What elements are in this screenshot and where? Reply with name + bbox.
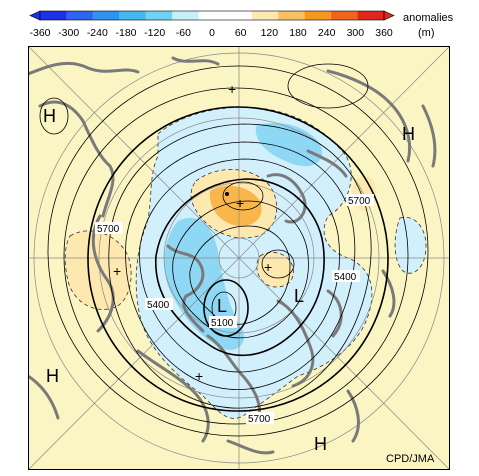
coastlines [28,56,437,455]
color-bar-segment [251,11,279,20]
color-bar-segment [225,11,252,20]
color-bar-tick-label: -360 [29,27,50,39]
legend-unit: (m) [418,27,435,39]
color-bar-segment [331,11,358,20]
map-frame [28,46,450,470]
legend-title: anomalies [403,12,454,24]
color-bar-tick-label: -180 [115,27,136,39]
contour-label-5700-west: 5700 [97,224,120,235]
contour-label-5400-south: 5400 [147,300,170,311]
high-marker-southwest: H [46,366,59,386]
pressure-marks: H H H H L L [43,106,415,454]
color-bar-tick-label: -60 [176,27,191,39]
high-marker-south: H [314,434,327,454]
color-bar-tick-labels: -360 -300 -240 -180 -120 -60 0 60 120 180 240 300 36… [29,27,392,39]
contour-label-5700-bottom: 5700 [248,414,271,425]
color-bar-segment [92,11,120,20]
color-bar-tick-label: 300 [347,27,365,39]
color-bar-border [39,10,385,21]
color-bar-segment [119,11,146,20]
color-bar-segment [278,11,305,20]
color-bar-tick-label: 120 [261,27,279,39]
color-bar-segment [198,11,226,20]
color-bar-tick-label: 240 [318,27,336,39]
anomaly-color-bar: -360 -300 -240 -180 -120 -60 0 60 120 180 240 300 36… [29,10,454,39]
negative-east-region [394,216,427,274]
plus-marker: + [195,368,203,384]
low-marker-east: L [294,286,304,306]
plus-marker: + [264,259,272,275]
color-bar-right-arrow [383,10,395,21]
color-bar-segment [357,11,384,20]
height-contours [39,63,429,437]
polar-map: 5700 5400 5100 5400 5700 5700 H H H H L … [28,46,450,470]
color-bar-tick-label: 60 [235,27,247,39]
negative-pacific-region [255,122,323,167]
plus-marks: + + + + + [113,81,272,384]
low-marker-center: L [217,296,227,316]
color-bar-segments [29,10,395,21]
color-bar-tick-label: -300 [58,27,79,39]
color-bar-segment [172,11,199,20]
color-bar-segment [40,11,67,20]
plus-marker: + [228,81,236,97]
color-bar-segment [66,11,93,20]
contour-label-5700-northeast: 5700 [348,196,371,207]
color-bar-tick-label: -120 [144,27,165,39]
center-dot [225,192,229,196]
color-bar-segment [145,11,173,20]
color-bar-tick-label: 180 [289,27,307,39]
color-bar-tick-label: 0 [209,27,215,39]
contour-label-5400-east: 5400 [334,272,357,283]
plus-marker: + [236,195,244,211]
credit-label: CPD/JMA [386,453,435,465]
color-bar-left-arrow [29,10,41,21]
color-bar-tick-label: -240 [87,27,108,39]
high-marker-northeast: H [402,124,415,144]
meridian-lines [28,46,450,470]
contour-label-5100: 5100 [211,318,234,329]
color-bar-segment [304,11,332,20]
high-marker-northwest: H [43,106,56,126]
plus-marker: + [113,263,121,279]
contour-labels: 5700 5400 5100 5400 5700 5700 [95,194,374,425]
color-bar-tick-label: 360 [375,27,393,39]
